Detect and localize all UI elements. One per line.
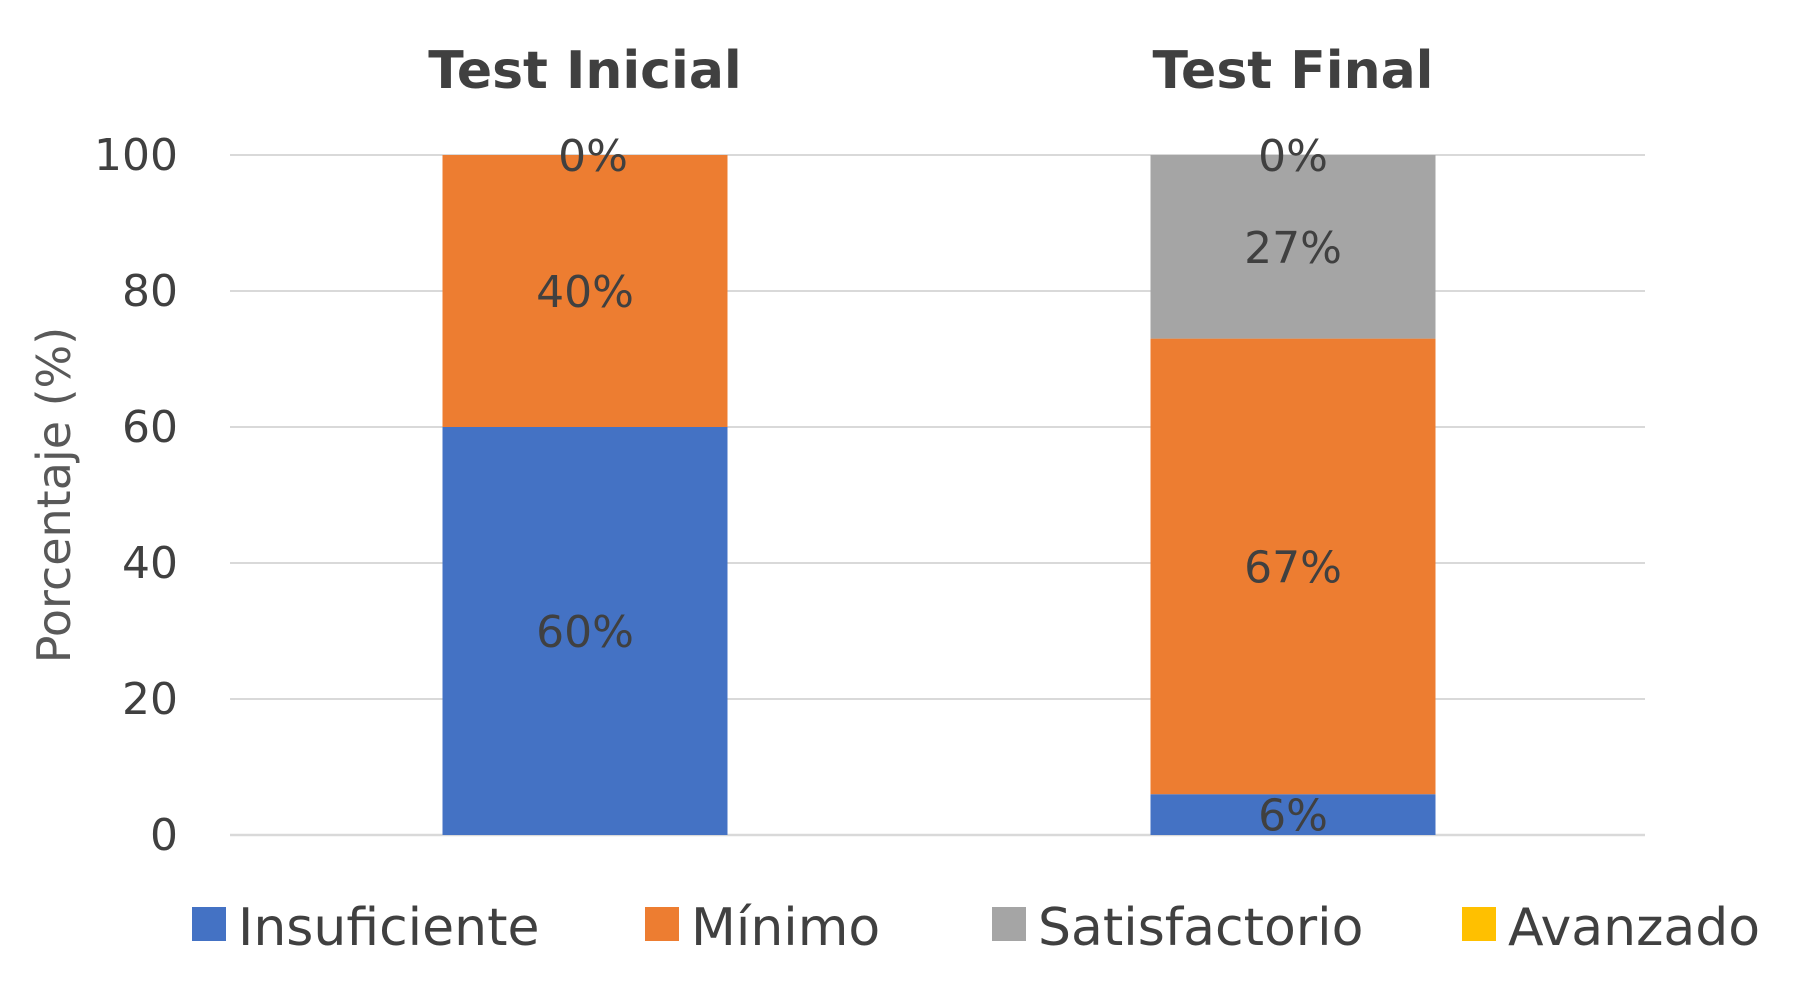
y-tick-label: 0 xyxy=(150,810,178,861)
legend-swatch-insuficiente xyxy=(192,907,226,941)
data-label: 40% xyxy=(536,267,634,318)
y-tick-label: 20 xyxy=(122,674,178,725)
data-label: 60% xyxy=(536,607,634,658)
category-titles: Test Inicial Test Final xyxy=(428,41,1433,101)
legend-swatch-avanzado xyxy=(1462,907,1496,941)
legend-label: Satisfactorio xyxy=(1038,898,1363,958)
data-label: 0% xyxy=(558,131,628,182)
bar-segment-insuficiente-0 xyxy=(442,427,728,835)
legend-label: Mínimo xyxy=(691,898,880,958)
data-label: 6% xyxy=(1258,791,1328,842)
y-tick-label: 100 xyxy=(94,130,178,181)
bars xyxy=(442,155,1436,835)
y-axis-title: Porcentaje (%) xyxy=(27,327,81,663)
bar-segment-mínimo-1 xyxy=(1150,338,1436,795)
legend-label: Insuficiente xyxy=(238,898,539,958)
category-title: Test Inicial xyxy=(428,41,742,101)
legend-swatch-mínimo xyxy=(645,907,679,941)
y-axis-ticks: 0 20 40 60 80 100 xyxy=(94,130,178,861)
y-tick-label: 40 xyxy=(122,538,178,589)
data-label: 67% xyxy=(1244,542,1342,593)
bar-segment-satisfactorio-1 xyxy=(1150,155,1436,339)
data-label: 0% xyxy=(1258,131,1328,182)
legend-label: Avanzado xyxy=(1508,898,1760,958)
legend-swatch-satisfactorio xyxy=(992,907,1026,941)
data-label: 27% xyxy=(1244,223,1342,274)
y-tick-label: 60 xyxy=(122,402,178,453)
category-title: Test Final xyxy=(1152,41,1433,101)
bar-segment-insuficiente-1 xyxy=(1150,794,1436,835)
bar-segment-mínimo-0 xyxy=(442,155,728,427)
data-labels: 60% 40% 0% 6% 67% 27% 0% xyxy=(536,131,1342,842)
legend: Insuficiente Mínimo Satisfactorio Avanzado xyxy=(192,898,1760,958)
y-tick-label: 80 xyxy=(122,266,178,317)
